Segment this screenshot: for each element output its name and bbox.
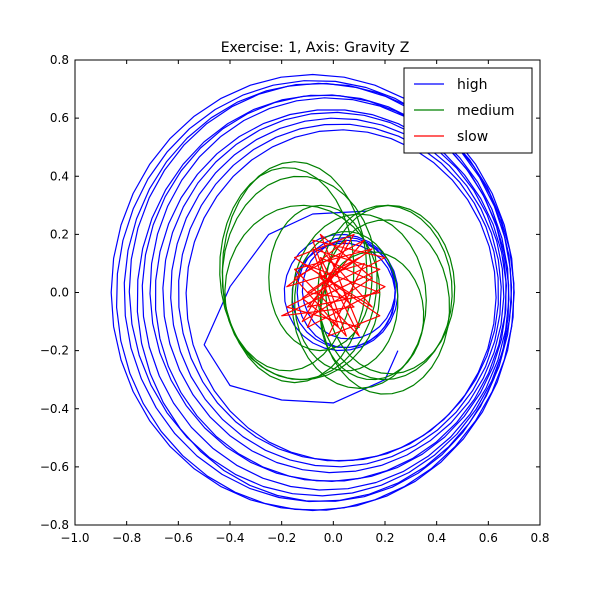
series-medium-loop bbox=[294, 231, 399, 372]
series-high-outer-loop bbox=[162, 111, 505, 474]
series-medium-loop bbox=[291, 213, 427, 389]
x-tick-label: 0.4 bbox=[427, 531, 446, 545]
series-high-outer-loop bbox=[155, 109, 507, 482]
x-tick-label: −0.8 bbox=[112, 531, 141, 545]
series-high-inner-loop bbox=[283, 233, 399, 352]
series-high-outer-loop bbox=[170, 117, 502, 468]
x-tick-label: 0.8 bbox=[530, 531, 549, 545]
x-tick-label: 0.2 bbox=[375, 531, 394, 545]
series-high-outer-loop bbox=[123, 82, 512, 503]
series-medium-loop bbox=[224, 204, 381, 381]
x-tick-label: 0.6 bbox=[479, 531, 498, 545]
plot-frame bbox=[74, 59, 541, 526]
y-tick-label: 0.0 bbox=[50, 286, 69, 300]
y-tick-label: −0.2 bbox=[40, 344, 69, 358]
series-layer bbox=[110, 73, 515, 512]
y-tick-label: −0.8 bbox=[40, 518, 69, 532]
x-tick-label: 0.0 bbox=[324, 531, 343, 545]
y-tick-label: 0.2 bbox=[50, 227, 69, 241]
x-tick-label: −0.4 bbox=[215, 531, 244, 545]
axes: −1.0 −0.8 −0.6 −0.4 −0.2 0.0 0.2 0.4 0.6 0.8−0.8−… bbox=[40, 53, 550, 545]
y-tick-label: 0.8 bbox=[50, 53, 69, 67]
x-tick-label: −1.0 bbox=[60, 531, 89, 545]
chart-title: Exercise: 1, Axis: Gravity Z bbox=[221, 40, 410, 56]
x-tick-label: −0.6 bbox=[164, 531, 193, 545]
y-tick-label: 0.6 bbox=[50, 111, 69, 125]
y-tick-label: 0.4 bbox=[50, 169, 69, 183]
series-high bbox=[110, 73, 515, 512]
x-tick-label: −0.2 bbox=[267, 531, 296, 545]
legend: high medium slow bbox=[403, 67, 533, 154]
y-tick-label: −0.6 bbox=[40, 460, 69, 474]
series-slow-line bbox=[281, 233, 386, 337]
legend-label-slow: slow bbox=[457, 129, 488, 145]
series-high-outer-loop bbox=[128, 82, 513, 497]
series-high-outer-loop bbox=[149, 97, 507, 482]
series-medium-loop bbox=[325, 204, 456, 375]
series-high-outer-loop bbox=[185, 129, 497, 462]
series-medium-loop bbox=[268, 204, 373, 352]
legend-label-high: high bbox=[457, 77, 488, 93]
legend-label-medium: medium bbox=[457, 103, 515, 119]
y-tick-label: −0.4 bbox=[40, 402, 69, 416]
series-high-outer-loop bbox=[116, 80, 515, 511]
series-slow bbox=[281, 233, 386, 337]
series-high-inner-loop bbox=[291, 242, 396, 348]
series-high-transition bbox=[203, 210, 399, 404]
series-medium-loop bbox=[219, 167, 355, 372]
